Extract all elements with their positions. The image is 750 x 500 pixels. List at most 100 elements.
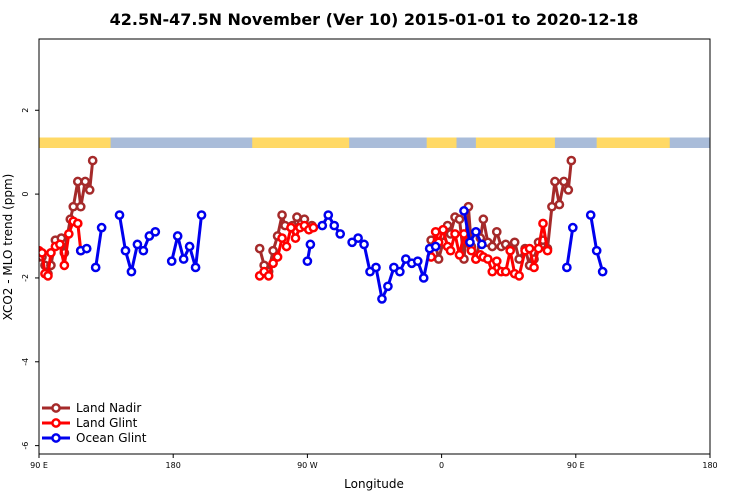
data-point xyxy=(286,222,296,233)
strip-land-segment xyxy=(426,137,457,148)
y-tick-label: -2 xyxy=(21,274,30,282)
y-tick-label: 0 xyxy=(21,192,30,197)
data-point xyxy=(500,266,511,277)
data-point xyxy=(277,210,287,220)
data-point xyxy=(72,176,83,187)
data-point xyxy=(505,245,516,256)
data-point xyxy=(63,229,74,239)
data-point xyxy=(450,229,460,239)
plot-series xyxy=(39,155,608,304)
legend-item: Land Glint xyxy=(42,416,138,430)
data-point xyxy=(308,222,319,233)
data-point xyxy=(272,252,283,262)
legend-marker xyxy=(51,403,61,413)
x-tick-label: 180 xyxy=(166,461,181,470)
data-point xyxy=(305,239,316,250)
x-axis-label: Longitude xyxy=(344,477,404,491)
data-point xyxy=(471,226,481,237)
data-point xyxy=(438,224,448,235)
data-point xyxy=(433,254,444,264)
data-point xyxy=(96,222,107,233)
x-tick-label: 90 W xyxy=(297,461,318,470)
data-point xyxy=(254,243,265,254)
data-point xyxy=(482,254,493,264)
data-point xyxy=(478,214,489,225)
series-line xyxy=(462,210,484,246)
y-tick-label: 2 xyxy=(21,108,30,113)
data-point xyxy=(377,294,387,304)
data-point xyxy=(120,245,131,256)
data-point xyxy=(418,273,429,283)
data-point xyxy=(371,262,381,273)
data-point xyxy=(524,243,535,254)
data-point xyxy=(90,262,101,273)
x-tick-label: 0 xyxy=(439,461,444,470)
data-point xyxy=(268,245,278,256)
data-point xyxy=(567,222,578,233)
data-point xyxy=(487,241,498,252)
chart-title: 42.5N-47.5N November (Ver 10) 2015-01-01… xyxy=(110,10,639,29)
strip-land-segment xyxy=(475,137,555,148)
data-point xyxy=(114,210,125,220)
data-point xyxy=(84,185,95,195)
legend-item: Land Nadir xyxy=(42,401,141,415)
y-tick-label: -6 xyxy=(21,442,30,450)
legend-marker xyxy=(51,418,61,428)
data-point xyxy=(566,155,577,166)
data-point xyxy=(72,218,83,229)
data-point xyxy=(80,176,91,187)
data-point xyxy=(59,260,70,271)
data-point xyxy=(323,210,334,220)
plot-frame xyxy=(38,38,711,455)
x-tick-label: 90 E xyxy=(30,461,48,470)
series-ocean-glint xyxy=(75,206,608,304)
y-axis-label: XCO2 - MLO trend (ppm) xyxy=(1,174,15,321)
series-land-glint xyxy=(39,216,553,281)
data-point xyxy=(591,245,602,256)
data-point xyxy=(459,206,469,216)
legend-label: Land Glint xyxy=(76,416,138,430)
data-point xyxy=(491,256,502,267)
data-point xyxy=(514,270,524,281)
data-point xyxy=(335,229,346,239)
data-point xyxy=(454,214,465,225)
data-point xyxy=(55,239,65,250)
data-point xyxy=(263,270,274,281)
data-point xyxy=(454,250,465,260)
legend-marker xyxy=(51,433,61,443)
data-point xyxy=(359,239,369,250)
data-point xyxy=(559,176,569,187)
data-point xyxy=(329,220,340,231)
series-line xyxy=(94,227,104,268)
strip-land-segment xyxy=(252,137,350,148)
data-point xyxy=(39,247,47,258)
data-point xyxy=(190,262,201,273)
legend-item: Ocean Glint xyxy=(42,431,147,445)
data-point xyxy=(196,210,207,220)
data-point xyxy=(394,266,405,277)
data-point xyxy=(430,226,441,237)
data-point xyxy=(430,241,441,252)
data-point xyxy=(75,201,86,212)
strip-ocean xyxy=(39,137,710,148)
data-point xyxy=(533,243,544,254)
strip-land-segment xyxy=(39,137,111,148)
data-point xyxy=(290,233,301,243)
data-point xyxy=(509,237,520,248)
series-line xyxy=(565,227,575,268)
legend-label: Land Nadir xyxy=(76,401,141,415)
data-point xyxy=(542,245,553,256)
data-point xyxy=(43,270,53,281)
data-point xyxy=(412,256,423,267)
x-tick-label: 180 xyxy=(702,461,717,470)
data-point xyxy=(46,247,56,258)
data-point xyxy=(547,201,557,212)
data-point xyxy=(562,262,572,273)
data-point xyxy=(166,256,177,267)
data-point xyxy=(138,245,149,256)
data-point xyxy=(529,262,539,273)
strip-land-segment xyxy=(596,137,670,148)
data-point xyxy=(465,237,475,248)
